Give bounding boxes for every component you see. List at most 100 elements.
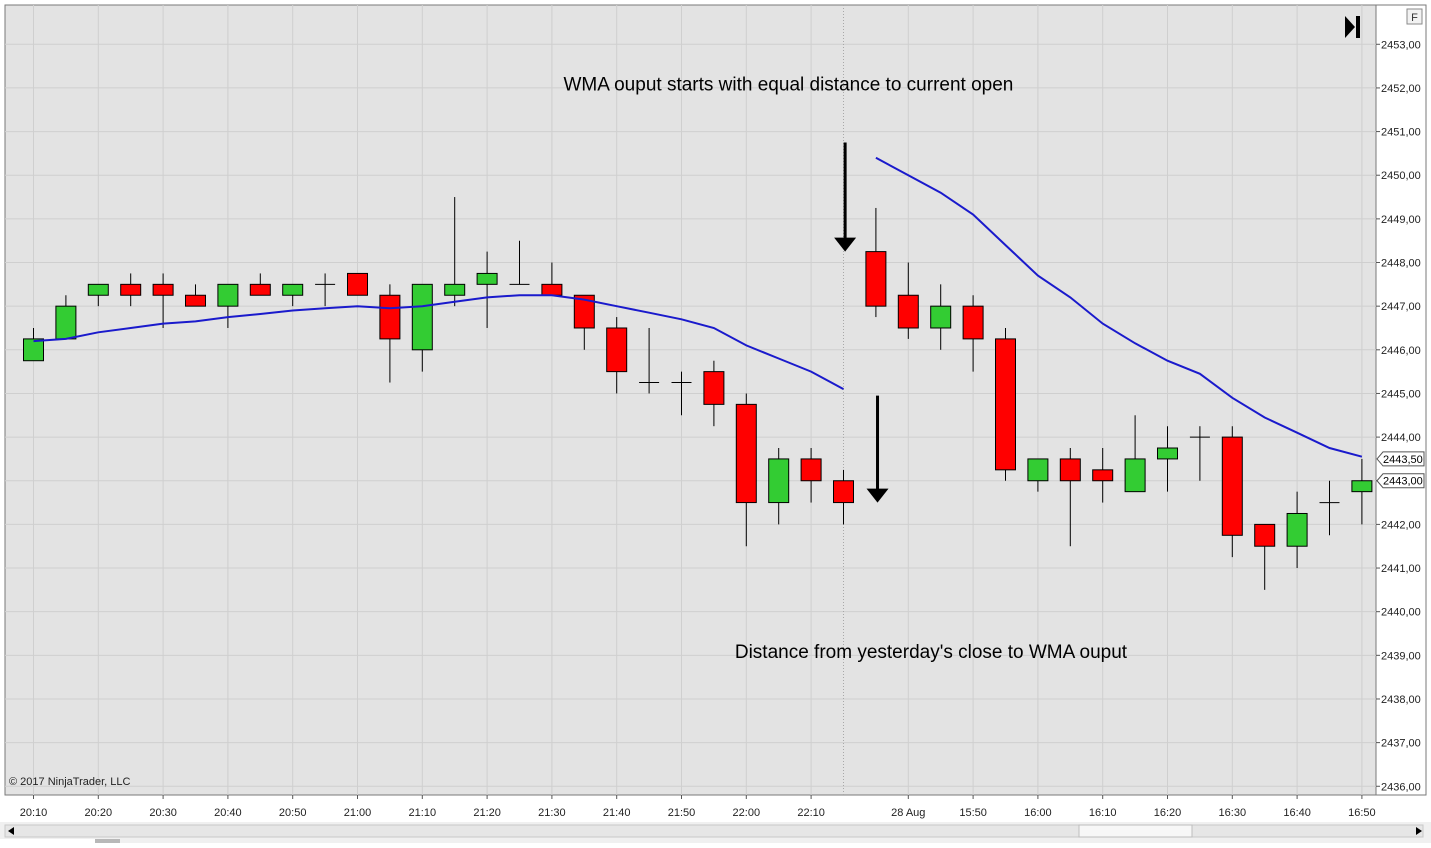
price-marker-box — [1376, 473, 1425, 489]
candle-body — [1124, 458, 1146, 493]
candle-body — [217, 283, 239, 307]
candle-body — [1221, 436, 1243, 536]
price-marker-label: 2443,00 — [1383, 476, 1423, 488]
candle — [1092, 448, 1114, 503]
x-tick-label: 21:30 — [538, 807, 566, 819]
panel-properties-button[interactable]: F — [1406, 8, 1423, 25]
candle — [1286, 491, 1308, 569]
candle — [1254, 523, 1276, 590]
candle — [1319, 480, 1340, 536]
scroll-to-end-icon[interactable] — [1345, 16, 1360, 38]
y-tick-label: 2452,00 — [1381, 83, 1421, 95]
x-tick-label: 21:40 — [603, 807, 631, 819]
x-tick-label: 16:00 — [1024, 807, 1052, 819]
candle — [152, 273, 174, 328]
x-tick-label: 20:10 — [20, 807, 48, 819]
x-tick-label: 20:20 — [85, 807, 113, 819]
y-tick-label: 2451,00 — [1381, 127, 1421, 139]
y-tick-label: 2448,00 — [1381, 258, 1421, 270]
candle — [1221, 426, 1243, 558]
candle-body — [865, 251, 887, 307]
candle — [1124, 415, 1146, 493]
x-tick-label: 16:30 — [1219, 807, 1247, 819]
x-tick-label: 21:50 — [668, 807, 696, 819]
candles — [23, 197, 1373, 590]
x-tick-label: 20:30 — [149, 807, 177, 819]
candle-body — [185, 294, 206, 307]
candle — [282, 283, 304, 307]
candle — [1351, 458, 1373, 525]
candle — [315, 273, 336, 307]
candle — [671, 371, 692, 416]
candle — [1059, 448, 1081, 547]
candle-body — [87, 283, 109, 296]
candle-body — [1092, 469, 1114, 482]
candle-body — [379, 294, 401, 340]
x-tick-label: 20:40 — [214, 807, 242, 819]
candle-body — [1351, 480, 1373, 493]
wma-indicator — [33, 156, 1363, 458]
price-marker: 2443,50 — [1376, 451, 1425, 467]
annotation-bottom: Distance from yesterday's close to WMA o… — [735, 642, 1128, 663]
candle-body — [476, 272, 498, 285]
candle-body — [930, 305, 952, 329]
candle-body — [833, 480, 854, 504]
candle — [1189, 426, 1210, 481]
candle-body — [120, 283, 142, 296]
candle-body — [962, 305, 984, 340]
y-tick-label: 2436,00 — [1381, 781, 1421, 793]
candle — [444, 197, 466, 307]
down-arrow-icon — [834, 142, 857, 252]
candle-body — [768, 458, 790, 504]
candle — [1027, 458, 1049, 492]
x-tick-label: 22:00 — [733, 807, 761, 819]
candle — [833, 469, 854, 525]
plot-area — [4, 4, 1377, 796]
candle-body — [1059, 458, 1081, 482]
wma-line — [875, 156, 1363, 458]
y-tick-label: 2449,00 — [1381, 214, 1421, 226]
y-tick-label: 2445,00 — [1381, 388, 1421, 400]
candle-body — [541, 283, 563, 296]
scroll-right-icon[interactable] — [1416, 827, 1422, 835]
annotation-top: WMA ouput starts with equal distance to … — [563, 75, 1013, 96]
candle — [995, 327, 1016, 481]
candle-body — [411, 283, 433, 351]
candle — [120, 273, 142, 307]
candle-body — [735, 403, 757, 504]
candle-body — [703, 371, 725, 405]
scrollbar-thumb[interactable] — [1078, 824, 1193, 838]
candle — [347, 272, 368, 296]
candle-body — [1027, 458, 1049, 482]
candle — [606, 317, 628, 394]
price-marker-box — [1376, 451, 1425, 467]
tab-strip-handle[interactable] — [95, 839, 120, 843]
scroll-left-icon[interactable] — [8, 827, 14, 835]
x-tick-label: 20:50 — [279, 807, 307, 819]
candle — [573, 294, 595, 350]
candle — [897, 262, 919, 339]
y-tick-label: 2438,00 — [1381, 694, 1421, 706]
x-tick-label: 21:10 — [409, 807, 437, 819]
candle-body — [897, 294, 919, 329]
annotation-arrows — [834, 142, 889, 503]
horizontal-scrollbar[interactable] — [0, 822, 1431, 843]
candle — [800, 448, 822, 503]
y-tick-label: 2447,00 — [1381, 301, 1421, 313]
y-tick-label: 2444,00 — [1381, 432, 1421, 444]
candle — [23, 327, 44, 362]
candle-body — [573, 294, 595, 329]
candle — [217, 283, 239, 328]
candle — [249, 273, 271, 296]
x-tick-label: 22:10 — [797, 807, 825, 819]
candle — [1157, 426, 1178, 492]
x-tick-label: 16:50 — [1348, 807, 1376, 819]
x-tick-label: 21:00 — [344, 807, 372, 819]
candle-body — [444, 283, 466, 296]
down-arrow-icon — [866, 395, 889, 503]
candle-body — [1157, 447, 1178, 460]
candle-body — [23, 338, 44, 362]
y-tick-label: 2446,00 — [1381, 345, 1421, 357]
candle-body — [800, 458, 822, 482]
candle — [379, 284, 401, 383]
